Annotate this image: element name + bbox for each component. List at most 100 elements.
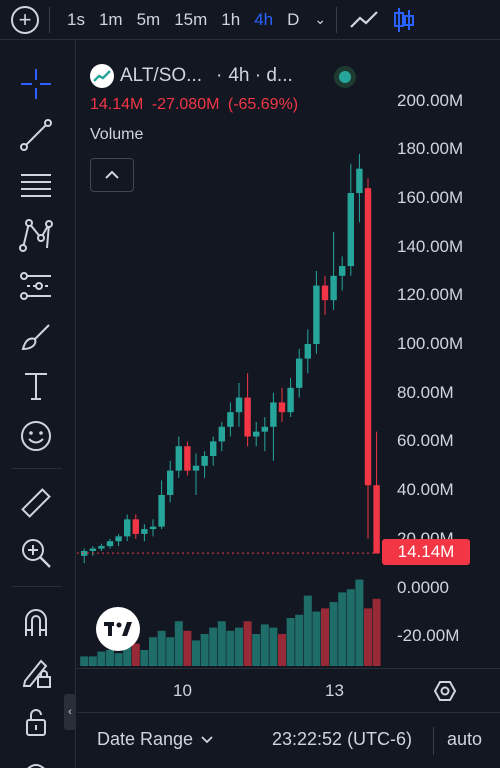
- date-range-button[interactable]: Date Range: [97, 729, 213, 750]
- toolbar-separator: [12, 586, 62, 587]
- last-price-tag: 14.14M: [382, 539, 470, 565]
- candle-body: [364, 188, 372, 486]
- volume-indicator-label[interactable]: Volume: [90, 126, 144, 143]
- top-toolbar: + 1s 1m 5m 15m 1h 4h D ⌄: [0, 0, 500, 40]
- zoom-in-icon[interactable]: [16, 533, 56, 573]
- candle-body: [81, 550, 88, 556]
- interval-1h[interactable]: 1h: [221, 9, 241, 29]
- plus-circle-icon[interactable]: +: [11, 5, 39, 34]
- chart-canvas[interactable]: [77, 40, 500, 668]
- market-status-icon[interactable]: [334, 66, 356, 88]
- volume-bar: [295, 614, 304, 666]
- volume-bar: [278, 634, 286, 666]
- volume-bar: [123, 646, 132, 666]
- volume-bar: [372, 598, 381, 666]
- symbol-name: ALT/SO...: [120, 65, 203, 86]
- volume-bar: [286, 618, 295, 666]
- brush-icon[interactable]: [16, 316, 56, 356]
- volume-bar: [217, 621, 226, 666]
- candle-body: [235, 397, 243, 413]
- price-label: 60.00M: [397, 431, 454, 451]
- volume-bar: [131, 643, 140, 666]
- time-axis[interactable]: 10 13: [77, 668, 500, 712]
- volume-bar: [235, 627, 243, 666]
- price-label: -20.00M: [397, 626, 460, 646]
- price-label: 80.00M: [397, 382, 454, 402]
- volume-bar: [166, 637, 175, 666]
- lock-drawing-icon[interactable]: [16, 652, 56, 692]
- candle-body: [287, 387, 294, 413]
- candle-body: [356, 168, 363, 194]
- crosshair-icon[interactable]: [16, 64, 56, 104]
- candle-body: [132, 519, 139, 534]
- candle-body: [304, 344, 311, 359]
- legend-collapse-button[interactable]: [90, 158, 134, 192]
- symbol-logo-icon: [90, 64, 114, 88]
- unlock-icon[interactable]: [16, 702, 56, 742]
- volume-bar: [355, 579, 364, 666]
- candle-body: [296, 358, 303, 388]
- interval-5m[interactable]: 5m: [136, 9, 161, 29]
- fib-retracement-icon[interactable]: [16, 165, 56, 205]
- candle-body: [227, 412, 234, 427]
- volume-bar: [183, 630, 192, 666]
- interval-1m[interactable]: 1m: [98, 9, 123, 29]
- date-range-label: Date Range: [97, 729, 194, 749]
- volume-bar: [321, 608, 329, 666]
- price-label: 120.00M: [397, 285, 464, 305]
- volume-bar: [114, 653, 123, 666]
- candle-body: [330, 275, 337, 301]
- volume-bar: [303, 595, 312, 666]
- interval-15m[interactable]: 15m: [174, 9, 208, 29]
- magnet-icon[interactable]: [16, 602, 56, 642]
- timezone-clock[interactable]: 23:22:52 (UTC-6): [272, 729, 413, 749]
- candle-body: [149, 526, 157, 530]
- change-value: -27.080M: [151, 96, 220, 113]
- legend-separator: ·: [216, 65, 223, 86]
- volume-bar: [269, 627, 278, 666]
- settings-hexagon-icon[interactable]: [431, 677, 459, 705]
- auto-scale-button[interactable]: auto: [447, 729, 483, 749]
- candle-body: [167, 470, 174, 495]
- volume-bar: [338, 592, 347, 666]
- time-label: 13: [325, 681, 344, 700]
- line-chart-icon[interactable]: [347, 6, 381, 34]
- candle-body: [158, 494, 165, 527]
- volume-bar: [312, 611, 321, 666]
- volume-bar: [97, 651, 106, 666]
- text-icon[interactable]: [16, 366, 56, 406]
- interval-1s[interactable]: 1s: [67, 9, 85, 29]
- toolbar-separator: [336, 6, 338, 33]
- candles-icon[interactable]: [387, 6, 421, 34]
- price-label: 160.00M: [397, 187, 464, 207]
- interval-chevron-down-icon[interactable]: ⌄: [314, 11, 327, 27]
- candle-body: [218, 426, 225, 442]
- candle-body: [184, 446, 191, 471]
- candle-body: [210, 441, 217, 457]
- candle-body: [347, 193, 354, 267]
- candle-body: [192, 465, 200, 471]
- candle-body: [321, 285, 329, 301]
- chart-legend: ALT/SO... · 4h · d...: [90, 62, 293, 90]
- candle-body: [106, 541, 114, 547]
- change-percent: (-65.69%): [227, 96, 299, 113]
- tradingview-logo: [96, 607, 140, 651]
- volume-bar: [346, 589, 355, 666]
- forecast-icon[interactable]: [16, 266, 56, 306]
- volume-bar: [209, 627, 218, 666]
- interval-1d[interactable]: D: [287, 9, 300, 29]
- ruler-icon[interactable]: [16, 483, 56, 523]
- pattern-icon[interactable]: [16, 215, 56, 255]
- interval-4h[interactable]: 4h: [254, 9, 274, 29]
- symbol-row[interactable]: ALT/SO... · 4h · d...: [90, 62, 293, 90]
- candle-body: [124, 519, 131, 537]
- candle-body: [115, 536, 122, 542]
- volume-bar: [80, 656, 89, 666]
- trend-line-icon[interactable]: [16, 115, 56, 155]
- candle-body: [89, 548, 96, 551]
- eye-icon[interactable]: [16, 748, 56, 768]
- price-label: 0.0000: [397, 577, 449, 597]
- candle-body: [373, 485, 380, 554]
- toolbar-collapse-handle[interactable]: ‹: [64, 694, 76, 730]
- emoji-icon[interactable]: [16, 416, 56, 456]
